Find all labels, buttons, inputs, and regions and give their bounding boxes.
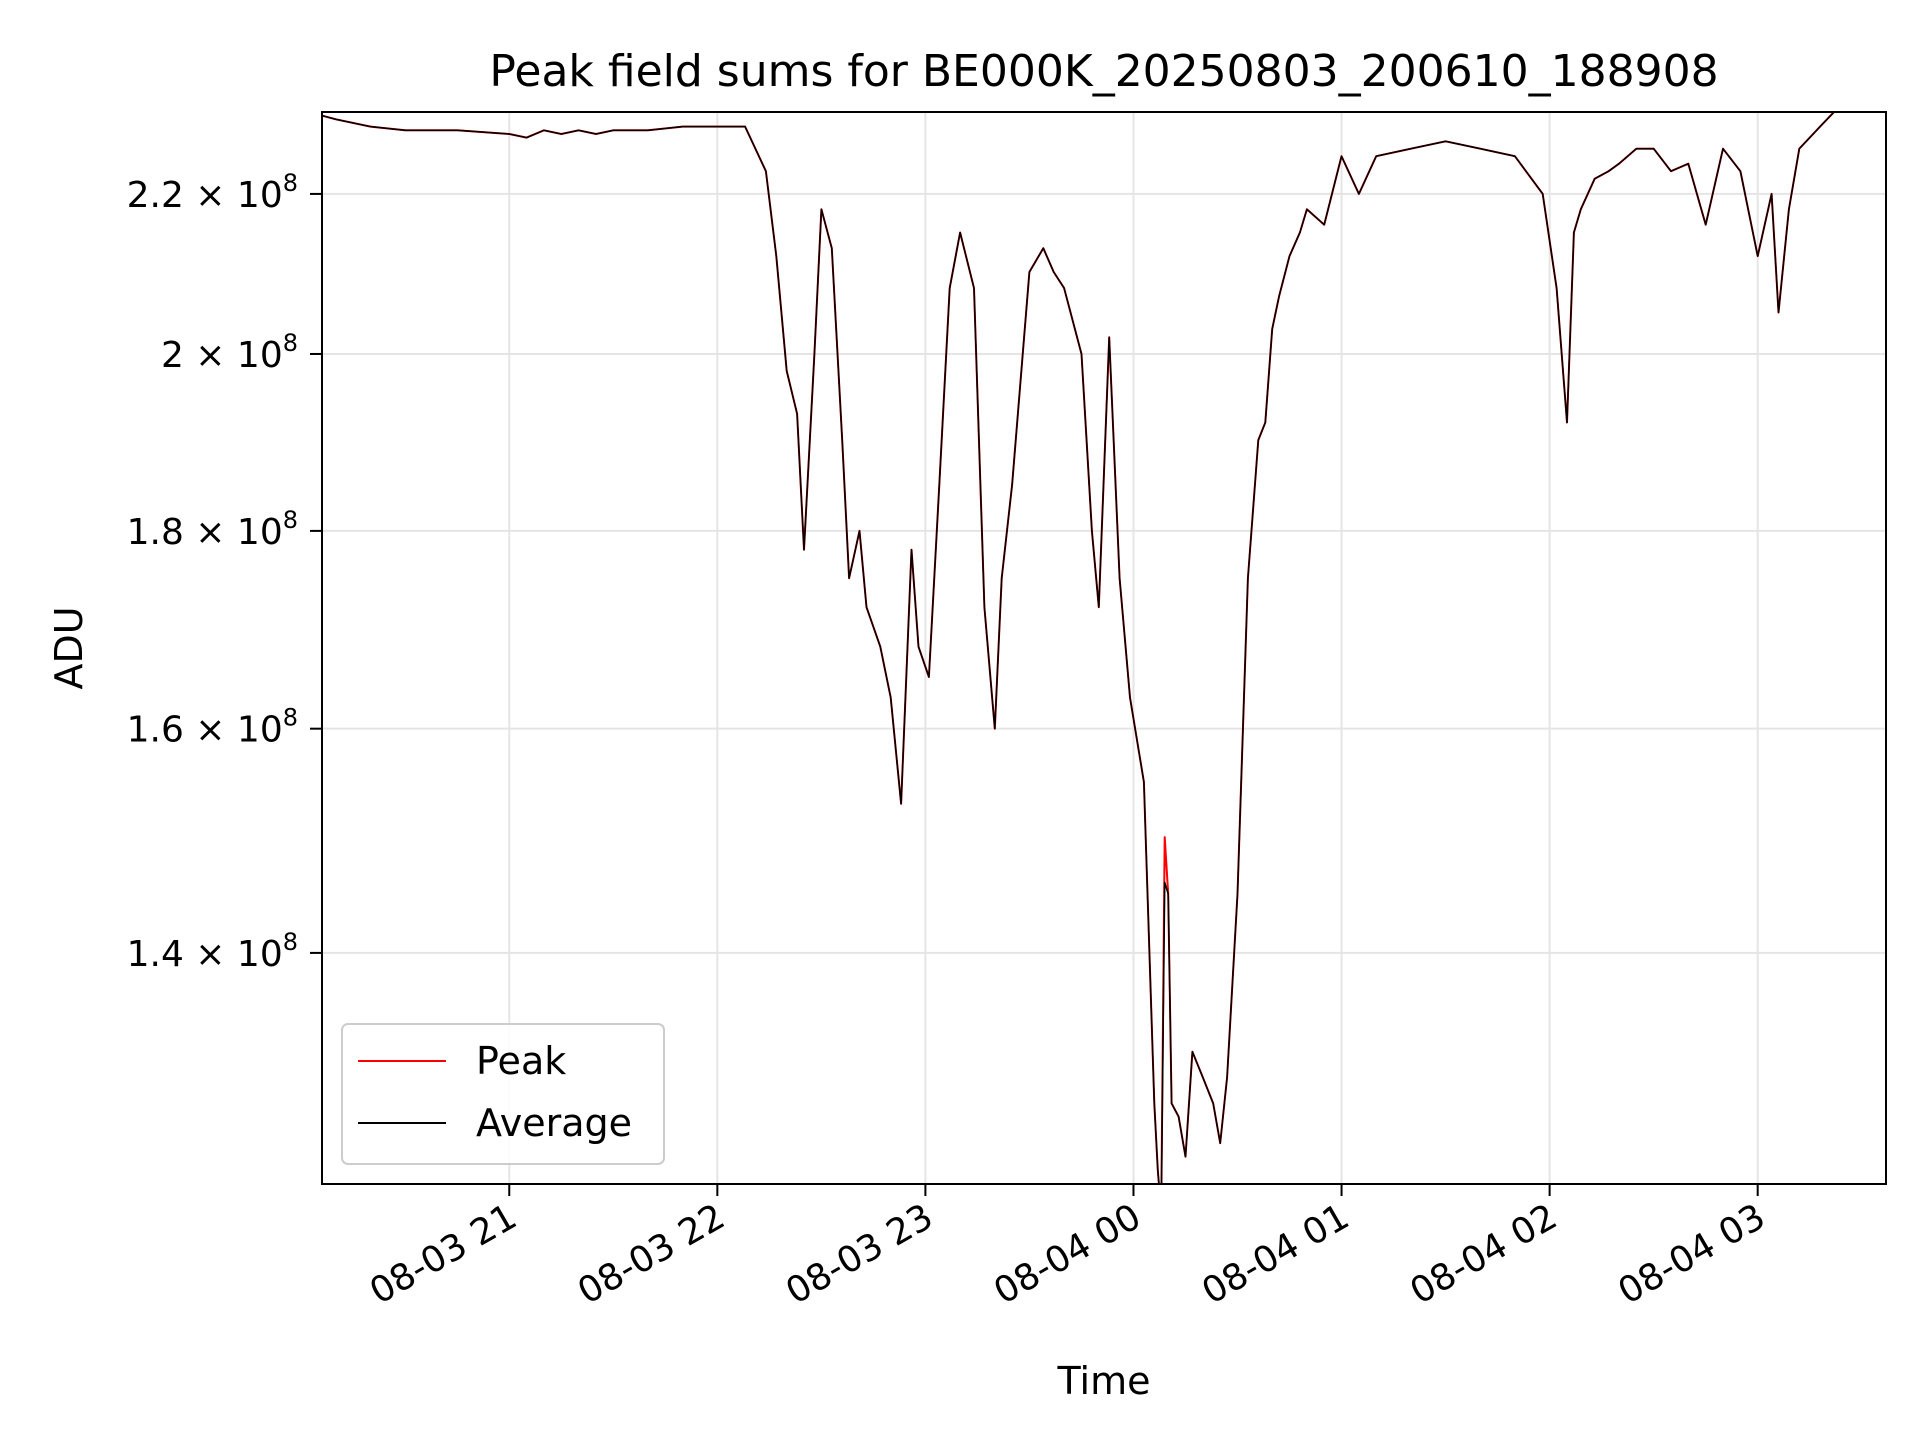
series-line-average: [322, 112, 1835, 1184]
y-tick-label: 1.8 × 108: [127, 506, 298, 553]
y-tick-exponent: 8: [283, 506, 298, 534]
x-axis-label: Time: [1057, 1359, 1151, 1403]
y-tick-label: 2 × 108: [161, 329, 298, 376]
y-tick-mantissa: 2: [161, 335, 184, 376]
y-tick-label: 1.4 × 108: [127, 928, 298, 975]
legend-box: [341, 1023, 665, 1165]
y-tick-exponent: 8: [283, 704, 298, 732]
y-tick-mantissa: 1.4: [127, 934, 184, 975]
plot-area-frame: [321, 111, 1887, 1185]
legend: Peak Average: [341, 1023, 665, 1165]
y-tick-exponent: 8: [283, 169, 298, 197]
legend-label-average: Average: [476, 1101, 632, 1145]
y-tick-label: 2.2 × 108: [127, 169, 298, 216]
y-tick-exponent: 8: [283, 928, 298, 956]
y-tick-times-ten: × 10: [184, 934, 283, 975]
y-tick-exponent: 8: [283, 329, 298, 357]
y-tick-mantissa: 2.2: [127, 175, 184, 216]
y-axis-label: ADU: [47, 606, 91, 689]
y-tick-times-ten: × 10: [184, 710, 283, 751]
y-tick-times-ten: × 10: [184, 335, 283, 376]
y-tick-mantissa: 1.8: [127, 512, 184, 553]
grid: [322, 112, 1886, 1184]
legend-label-peak: Peak: [476, 1039, 566, 1083]
series-layer: [322, 112, 1835, 1184]
y-tick-times-ten: × 10: [184, 512, 283, 553]
chart-title: Peak field sums for BE000K_20250803_2006…: [489, 46, 1718, 97]
y-tick-label: 1.6 × 108: [127, 704, 298, 751]
y-tick-times-ten: × 10: [184, 175, 283, 216]
y-tick-mantissa: 1.6: [127, 710, 184, 751]
